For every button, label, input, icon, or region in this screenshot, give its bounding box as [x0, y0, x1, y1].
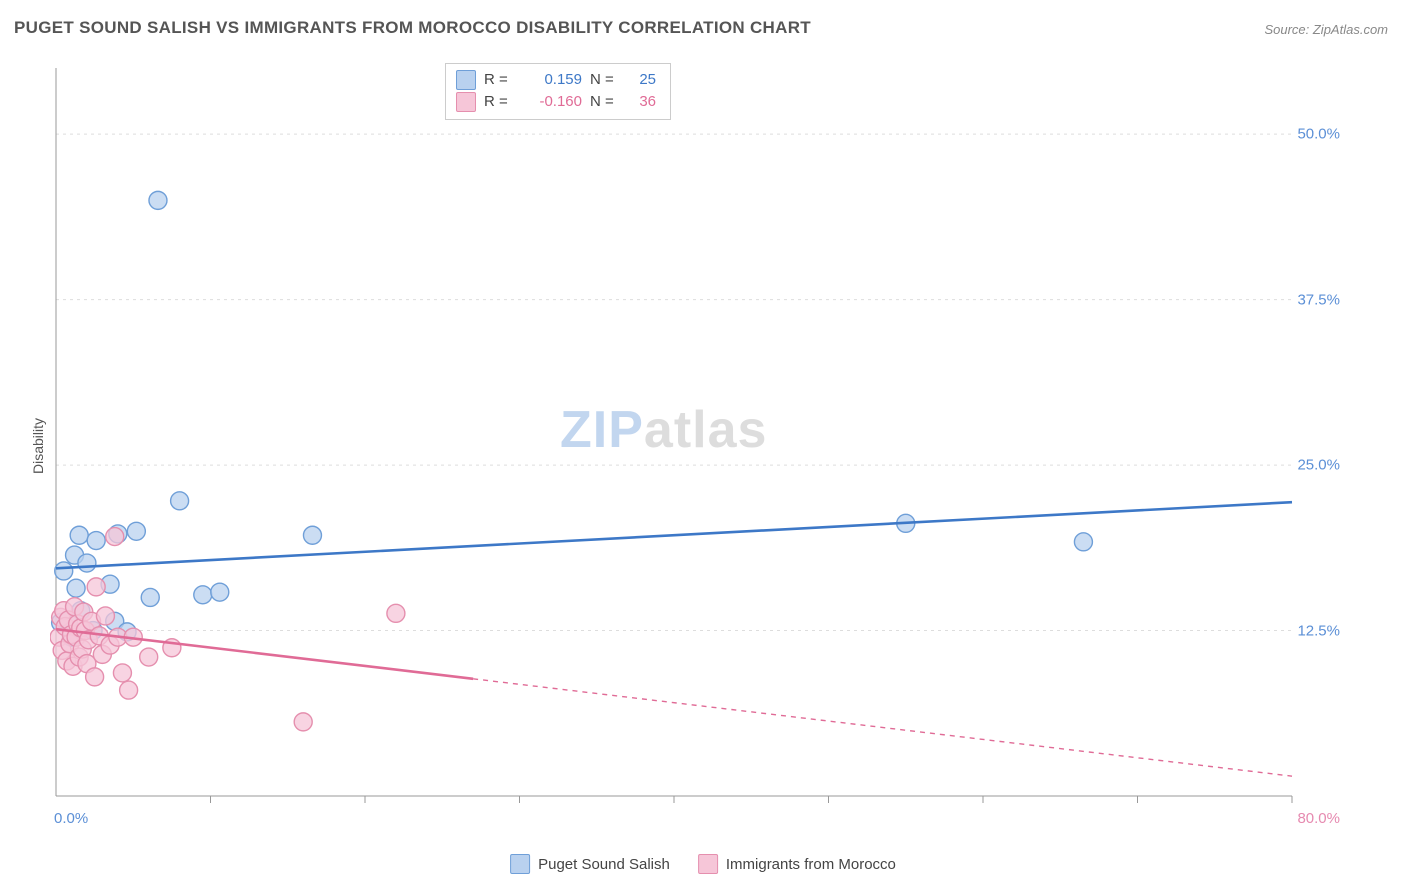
y-axis-label: Disability — [30, 418, 46, 474]
legend-item: Puget Sound Salish — [510, 854, 670, 874]
legend-r-label: R = — [484, 91, 512, 113]
legend-n-label: N = — [590, 91, 618, 113]
legend-row: R = 0.159 N = 25 — [456, 69, 656, 91]
legend-label: Puget Sound Salish — [538, 856, 670, 873]
legend-item: Immigrants from Morocco — [698, 854, 896, 874]
legend-row: R = -0.160 N = 36 — [456, 91, 656, 113]
legend-n-label: N = — [590, 69, 618, 91]
correlation-legend: R = 0.159 N = 25 R = -0.160 N = 36 — [445, 63, 671, 120]
y-tick-label: 25.0% — [1297, 457, 1340, 474]
legend-r-value: 0.159 — [520, 69, 582, 91]
legend-swatch — [456, 92, 476, 112]
legend-n-value: 25 — [626, 69, 656, 91]
source-attribution: Source: ZipAtlas.com — [1264, 22, 1388, 37]
y-tick-label: 12.5% — [1297, 622, 1340, 639]
x-min-label: 0.0% — [54, 810, 88, 827]
y-tick-label: 50.0% — [1297, 126, 1340, 143]
legend-r-value: -0.160 — [520, 91, 582, 113]
chart-plot-area: 12.5% 25.0% 37.5% 50.0% 0.0% 80.0% — [50, 60, 1350, 830]
legend-label: Immigrants from Morocco — [726, 856, 896, 873]
legend-r-label: R = — [484, 69, 512, 91]
legend-n-value: 36 — [626, 91, 656, 113]
y-tick-label: 37.5% — [1297, 291, 1340, 308]
chart-title: PUGET SOUND SALISH VS IMMIGRANTS FROM MO… — [14, 18, 811, 38]
legend-swatch — [510, 854, 530, 874]
series-legend: Puget Sound Salish Immigrants from Moroc… — [510, 854, 896, 874]
chart-svg — [50, 60, 1350, 830]
legend-swatch — [698, 854, 718, 874]
legend-swatch — [456, 70, 476, 90]
x-max-label: 80.0% — [1297, 810, 1340, 827]
